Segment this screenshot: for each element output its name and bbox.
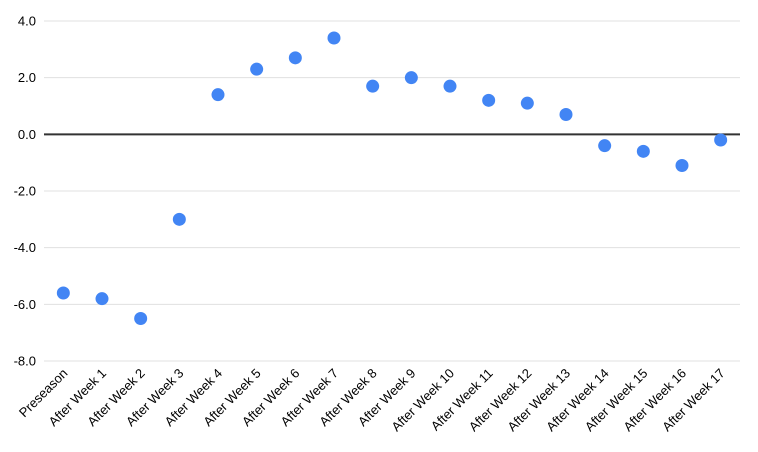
y-axis-tick-label: -6.0 bbox=[14, 297, 36, 312]
y-axis-tick-label: 4.0 bbox=[18, 14, 36, 29]
data-point-preseason[interactable] bbox=[56, 286, 70, 300]
data-point-after-week-2[interactable] bbox=[134, 312, 148, 325]
data-point-after-week-7[interactable] bbox=[327, 31, 341, 45]
data-point-after-week-15[interactable] bbox=[636, 144, 650, 158]
y-axis-tick-label: 0.0 bbox=[18, 127, 36, 142]
data-point-after-week-11[interactable] bbox=[482, 93, 496, 107]
data-point-after-week-1[interactable] bbox=[95, 292, 109, 306]
data-point-after-week-6[interactable] bbox=[288, 51, 302, 65]
data-point-after-week-8[interactable] bbox=[366, 79, 380, 93]
data-point-after-week-5[interactable] bbox=[250, 62, 264, 76]
data-point-after-week-3[interactable] bbox=[172, 212, 186, 226]
data-point-after-week-17[interactable] bbox=[714, 133, 728, 147]
y-axis-tick-label: -8.0 bbox=[14, 354, 36, 369]
y-axis-tick-label: -2.0 bbox=[14, 184, 36, 199]
data-point-after-week-10[interactable] bbox=[443, 79, 457, 93]
data-point-after-week-14[interactable] bbox=[598, 139, 612, 153]
data-point-after-week-12[interactable] bbox=[520, 96, 534, 110]
data-point-after-week-16[interactable] bbox=[675, 159, 689, 172]
data-point-after-week-13[interactable] bbox=[559, 108, 573, 121]
y-axis-tick-label: 2.0 bbox=[18, 70, 36, 85]
data-point-after-week-4[interactable] bbox=[211, 88, 225, 102]
data-point-after-week-9[interactable] bbox=[404, 71, 418, 85]
y-axis-tick-label: -4.0 bbox=[14, 240, 36, 255]
